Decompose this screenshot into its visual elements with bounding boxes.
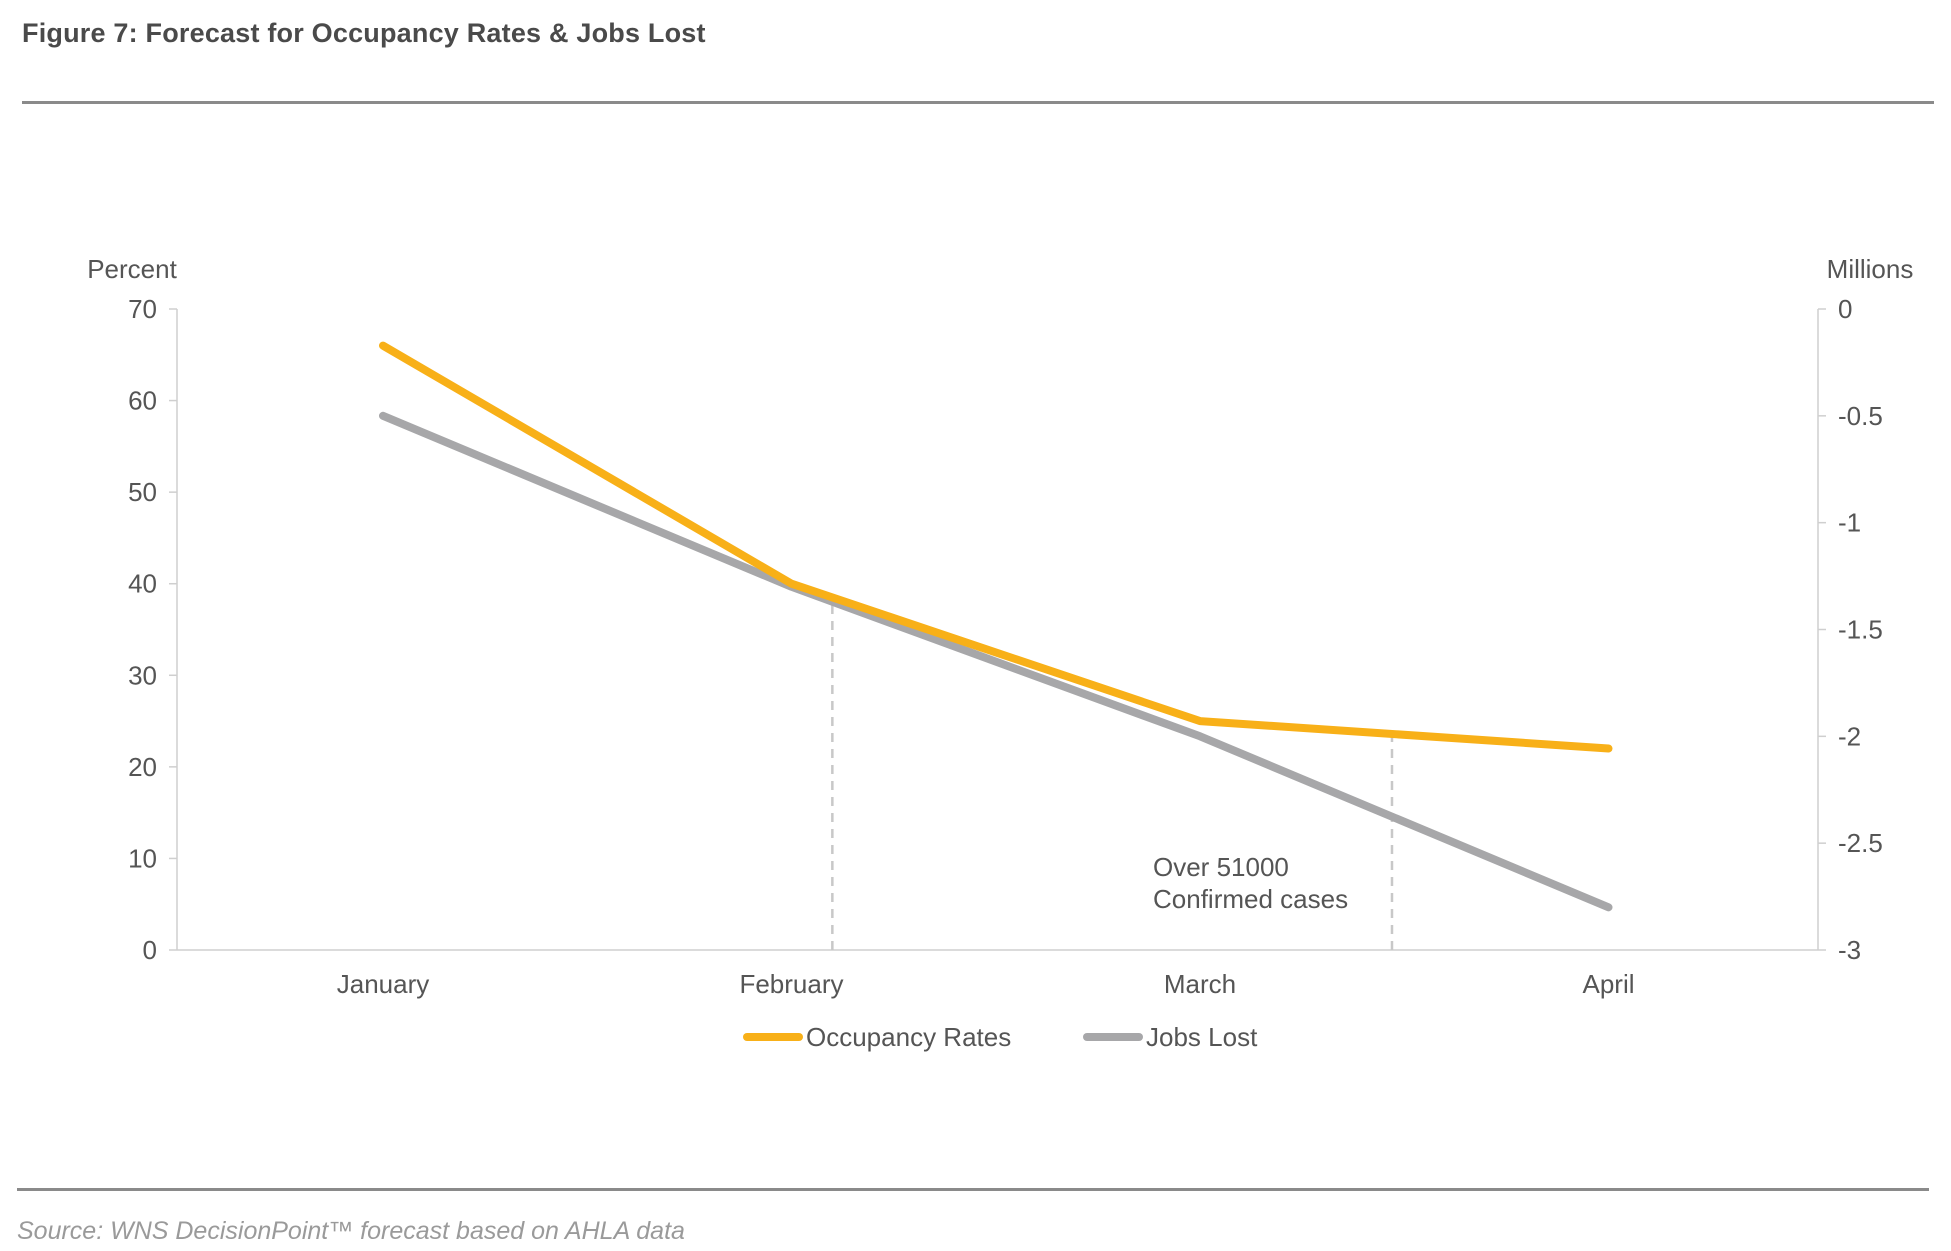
left-tick-label: 60 <box>128 386 157 416</box>
reference-lines <box>831 597 1394 950</box>
right-tick-label: 0 <box>1838 294 1852 324</box>
right-tick-label: -2.5 <box>1838 828 1883 858</box>
left-tick-label: 10 <box>128 843 157 873</box>
left-axis-title: Percent <box>87 254 177 284</box>
left-tick-label: 20 <box>128 752 157 782</box>
confirmed-cases-annotation: Over 51000 Confirmed cases <box>1153 852 1348 914</box>
x-tick-label: March <box>1164 969 1236 999</box>
x-tick-label: February <box>739 969 843 999</box>
source-note: Source: WNS DecisionPoint™ forecast base… <box>17 1217 685 1245</box>
right-axis-title: Millions <box>1827 254 1914 284</box>
series-layer <box>379 341 1613 912</box>
right-tick-label: -2 <box>1838 721 1861 751</box>
legend: Occupancy Rates Jobs Lost <box>743 1022 1258 1052</box>
annotation-layer: Over 51000 Confirmed cases <box>1153 852 1348 914</box>
x-tick-label: January <box>337 969 430 999</box>
right-tick-label: -1 <box>1838 508 1861 538</box>
right-tick-label: -1.5 <box>1838 615 1883 645</box>
legend-label: Occupancy Rates <box>806 1022 1011 1052</box>
left-tick-label: 70 <box>128 294 157 324</box>
x-tick-label: April <box>1582 969 1634 999</box>
title-divider <box>22 101 1934 104</box>
legend-label: Jobs Lost <box>1146 1022 1258 1052</box>
right-tick-label: -0.5 <box>1838 401 1883 431</box>
left-tick-label: 0 <box>143 935 157 965</box>
figure-title: Figure 7: Forecast for Occupancy Rates &… <box>22 18 706 48</box>
series-line-occupancy-rates <box>379 341 1613 753</box>
series-line-jobs-lost <box>379 411 1613 912</box>
right-tick-label: -3 <box>1838 935 1861 965</box>
chart-axes: 0 10 20 30 40 50 60 70 0 -0.5 -1 -1.5 -2 -2.5 -3 Percen… <box>87 254 1913 999</box>
footer-divider <box>17 1188 1929 1191</box>
left-tick-label: 50 <box>128 477 157 507</box>
left-tick-label: 40 <box>128 569 157 599</box>
left-tick-label: 30 <box>128 660 157 690</box>
